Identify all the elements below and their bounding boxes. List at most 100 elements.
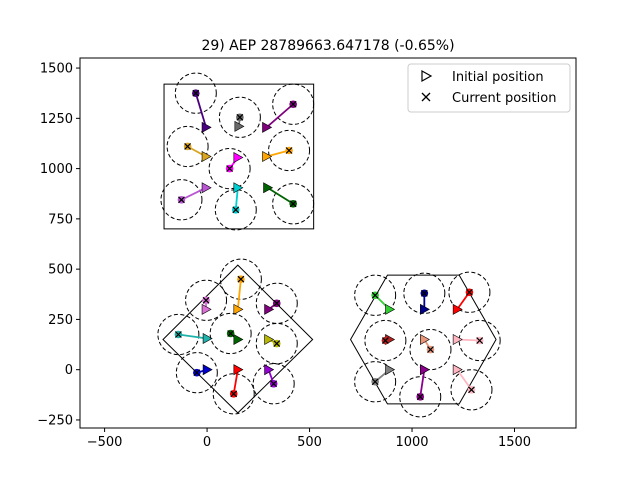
current-position-marker [174,331,182,338]
axes-frame [79,57,577,429]
legend-label-current: Current position [452,91,556,106]
current-position-marker [270,380,278,388]
current-position-marker [236,113,244,121]
current-position-marker [465,288,473,296]
turbine-radius-circle [219,258,262,300]
turbine-path-line [267,186,294,205]
initial-position-marker [452,334,463,346]
turbine-radius-circle [448,271,491,313]
turbine-radius-circle [268,129,311,172]
initial-position-marker [233,303,244,315]
legend-label-initial: Initial position [452,70,544,85]
turbine-20 [403,272,446,315]
current-position-marker [230,390,238,398]
initial-position-marker [201,151,212,163]
turbine-radius-circle [354,274,397,316]
y-tick-label: 1250 [40,112,73,127]
current-position-marker [273,299,281,307]
y-tick-label: 250 [48,313,73,328]
y-tick-label: −250 [37,413,73,428]
current-position-marker [371,291,379,299]
turbine-12 [255,282,298,324]
turbine-radius-circle [209,312,252,355]
boundary-square [163,83,315,230]
turbine-18 [252,363,295,405]
initial-position-marker [234,120,245,132]
initial-position-marker [201,303,212,315]
current-position-marker [371,378,379,386]
initial-position-marker [263,182,274,194]
initial-position-marker [233,182,244,194]
current-position-marker [237,275,245,283]
initial-position-marker [202,333,213,345]
turbine-26 [399,364,442,418]
initial-position-marker [201,182,212,194]
x-tick-label: 1500 [498,435,531,450]
initial-position-marker [452,303,463,315]
turbine-radius-circle [212,373,255,415]
turbine-radius-circle [160,179,203,221]
turbine-7 [160,179,212,221]
turbine-radius-circle [174,72,217,114]
turbine-radius-circle [208,147,251,190]
current-position-marker [192,89,200,97]
current-position-marker [285,147,293,154]
current-position-marker [227,330,235,337]
current-position-marker [420,289,428,297]
turbine-path-line [265,103,294,129]
y-tick-label: 1500 [40,62,73,77]
initial-position-marker [202,364,213,376]
turbine-17 [212,364,255,415]
turbine-22 [364,319,407,362]
boundary-hexagon [349,274,497,405]
turbine-radius-circle [364,319,407,362]
boundary-diamond [162,264,314,414]
turbine-radius-circle [157,313,200,356]
current-position-marker [476,337,484,344]
current-position-marker [289,100,297,108]
turbine-radius-circle [255,322,298,365]
turbine-path-line [194,92,207,128]
y-tick-label: 750 [48,212,73,227]
turbine-10 [219,258,262,315]
turbine-radius-circle [255,282,298,324]
turbine-3 [262,83,315,133]
turbine-radius-circle [458,319,501,362]
current-position-marker [226,165,234,173]
legend-current-icon [421,92,431,102]
turbine-5 [208,147,251,190]
initial-position-marker [264,364,275,376]
turbine-radius-circle [399,376,442,418]
current-position-marker [468,386,475,394]
turbine-25 [354,361,397,403]
current-position-marker [178,196,185,204]
turbine-radius-circle [272,183,315,225]
x-tick-label: −500 [87,435,123,450]
current-position-marker [427,346,434,354]
turbine-radius-circle [166,125,209,168]
initial-position-marker [264,303,275,315]
axes-ticks: −500 0 500 1000 1500 −250 0 250 500 750 1000 1250 15… [37,62,531,450]
current-position-marker [232,206,240,214]
y-tick-label: 0 [65,363,73,378]
x-tick-label: 1000 [395,435,428,450]
current-position-marker [184,143,192,150]
initial-position-marker [201,121,212,133]
x-tick-label: 0 [203,435,211,450]
turbine-1 [174,72,217,133]
turbine-24 [452,319,501,362]
initial-position-marker [420,303,430,315]
turbine-path-line [456,369,473,391]
y-tick-label: 500 [48,263,73,278]
turbine-radius-circle [450,369,493,411]
turbine-8 [214,182,257,231]
turbine-radius-circle [214,189,257,231]
current-position-marker [416,393,424,401]
current-position-marker [381,337,389,344]
y-tick-label: 1000 [40,162,73,177]
turbine-21 [448,271,491,315]
initial-position-marker [420,364,430,376]
current-position-marker [273,340,281,347]
turbine-19 [354,274,397,316]
initial-position-marker [420,334,430,346]
